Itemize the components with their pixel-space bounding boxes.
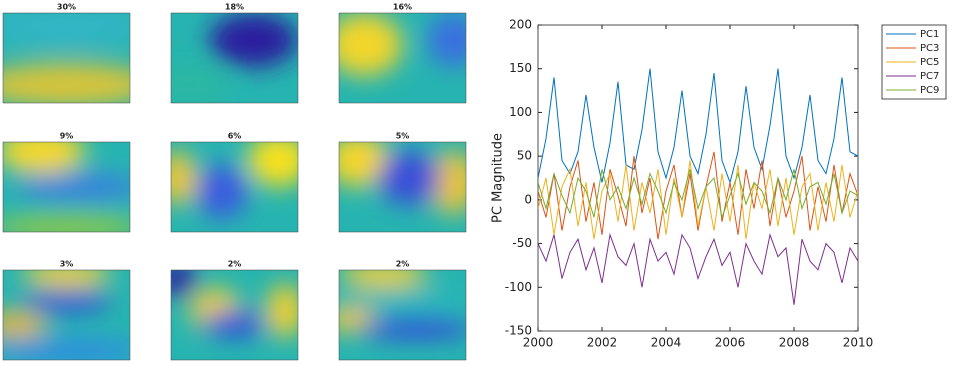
legend-label: PC9 [920, 85, 939, 96]
heatmap-blob [339, 292, 466, 311]
y-tick-label: 50 [517, 149, 532, 163]
y-tick-label: -50 [512, 236, 532, 250]
blobs [339, 270, 466, 340]
y-tick-label: -150 [505, 324, 532, 338]
panel-title: 16% [393, 3, 412, 12]
heatmap-blob [3, 13, 130, 45]
lines [538, 68, 858, 305]
panel-title: 9% [60, 132, 74, 141]
heatmap-frame [170, 141, 299, 233]
heatmap-frame [2, 269, 131, 361]
heatmap-field [3, 142, 130, 232]
series-line [538, 68, 858, 185]
plot-area [537, 24, 859, 332]
panel-title: 18% [225, 3, 244, 12]
x-tick-label: 2004 [651, 336, 682, 350]
blobs [339, 13, 466, 76]
heatmap-blob [3, 62, 130, 103]
panel-title: 6% [228, 132, 242, 141]
heatmap-blob [3, 337, 130, 360]
y-tick-label: 100 [509, 105, 532, 119]
panel-title: 2% [228, 260, 242, 269]
heatmap-panel: 2% [338, 260, 467, 361]
panel-title: 5% [396, 132, 410, 141]
heatmap-blob [339, 270, 428, 288]
x-tick-label: 2006 [715, 336, 746, 350]
blobs [171, 13, 298, 103]
heatmap-field [3, 270, 130, 360]
heatmap-field [339, 142, 466, 214]
heatmap-panel: 5% [338, 132, 467, 233]
heatmap-field [171, 142, 298, 219]
blobs [3, 142, 130, 232]
blobs [3, 13, 130, 103]
heatmap-frame [2, 12, 131, 104]
heatmap-blob [266, 283, 298, 338]
blobs [3, 270, 130, 360]
x-tick-label: 2002 [587, 336, 618, 350]
y-axis-label: PC Magnitude [491, 133, 506, 223]
heatmap-blob [22, 270, 111, 288]
y-tick-label: -100 [505, 280, 532, 294]
heatmap-blob [196, 164, 248, 219]
heatmap-frame [338, 141, 467, 233]
heatmap-frame [338, 12, 467, 104]
heatmap-blob [3, 214, 130, 232]
heatmap-blob [15, 173, 130, 201]
legend-label: PC1 [920, 29, 939, 40]
panel-title: 2% [396, 260, 410, 269]
x-tick-label: 2000 [523, 336, 554, 350]
y-tick-label: 0 [524, 192, 532, 206]
series-line [538, 160, 858, 240]
heatmap-blob [247, 142, 298, 187]
blobs [339, 142, 466, 214]
heatmap-field [339, 270, 466, 340]
heatmap-field [3, 13, 130, 103]
series-line [538, 232, 858, 305]
heatmap-blob [3, 142, 86, 174]
x-tick-label: 2010 [843, 336, 874, 350]
heatmap-field [171, 13, 298, 103]
legend-label: PC7 [920, 71, 939, 82]
panel-title: 3% [60, 260, 74, 269]
panel-title: 30% [57, 3, 76, 12]
heatmap-frame [170, 12, 299, 104]
heatmap-blob [427, 13, 466, 67]
heatmap-panel: 30% [2, 3, 131, 104]
heatmap-blob [377, 151, 441, 205]
blobs [171, 270, 298, 338]
heatmap-panel: 3% [2, 260, 131, 361]
heatmap-panel: 18% [170, 3, 299, 104]
y-tick-label: 150 [509, 61, 532, 75]
y-tick-label: 200 [509, 18, 532, 32]
heatmap-panel: 6% [170, 132, 299, 233]
heatmap-panel: 9% [2, 132, 131, 233]
heatmap-frame [170, 269, 299, 361]
heatmap-blob [209, 13, 298, 67]
heatmap-blob [3, 310, 48, 338]
heatmap-blob [202, 310, 267, 338]
x-tick-label: 2008 [779, 336, 810, 350]
heatmap-blob [171, 151, 197, 205]
heatmap-blob [358, 317, 466, 340]
heatmap-blob [22, 290, 111, 313]
heatmap-panel: 2% [170, 260, 299, 361]
legend-label: PC3 [920, 43, 939, 54]
heatmap-field [171, 270, 298, 338]
heatmap-frame [338, 269, 467, 361]
heatmap-field [339, 13, 466, 76]
legend-label: PC5 [920, 57, 939, 68]
heatmap-blob [339, 13, 403, 76]
heatmap-blob [339, 142, 390, 187]
heatmap-blob [171, 67, 229, 103]
series-line [538, 169, 858, 220]
heatmap-panel: 16% [338, 3, 467, 104]
heatmap-frame [2, 141, 131, 233]
blobs [171, 142, 298, 219]
heatmap-blob [171, 270, 197, 297]
series-line [538, 151, 858, 240]
